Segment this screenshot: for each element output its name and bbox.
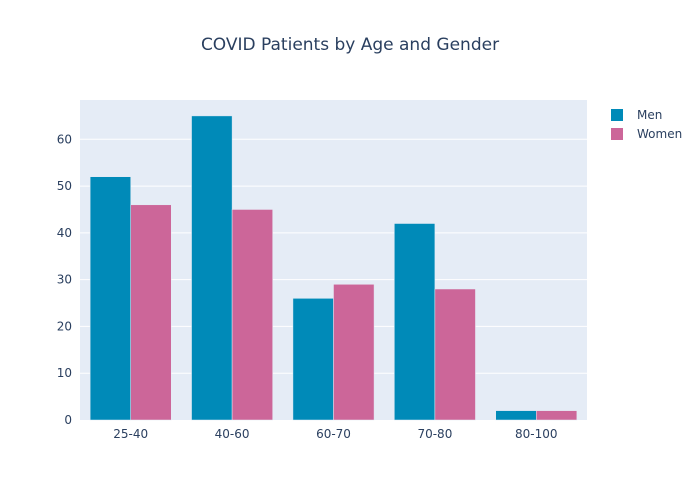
y-tick-label: 30 xyxy=(57,273,72,287)
legend[interactable]: Men Women xyxy=(611,108,682,141)
legend-item-women[interactable]: Women xyxy=(611,127,682,141)
x-tick-label: 80-100 xyxy=(515,427,558,441)
bar-men-70-80[interactable] xyxy=(394,224,435,420)
chart-title: COVID Patients by Age and Gender xyxy=(201,35,499,55)
y-tick-label: 40 xyxy=(57,226,72,240)
bar-women-60-70[interactable] xyxy=(334,284,375,420)
legend-swatch xyxy=(611,109,623,121)
bar-women-25-40[interactable] xyxy=(131,205,172,420)
x-axis-ticks: 25-40 40-60 60-70 70-80 80-100 xyxy=(113,427,557,441)
bar-men-40-60[interactable] xyxy=(192,116,233,420)
x-tick-label: 70-80 xyxy=(417,427,452,441)
y-tick-label: 0 xyxy=(64,413,72,427)
y-tick-label: 60 xyxy=(57,132,72,146)
legend-label: Men xyxy=(637,108,662,122)
x-tick-label: 40-60 xyxy=(215,427,250,441)
bar-men-80-100[interactable] xyxy=(496,411,537,420)
bar-women-80-100[interactable] xyxy=(536,411,577,420)
y-axis-ticks: 0 10 20 30 40 50 60 xyxy=(57,132,72,427)
bar-women-70-80[interactable] xyxy=(435,289,476,420)
y-tick-label: 20 xyxy=(57,319,72,333)
x-tick-label: 60-70 xyxy=(316,427,351,441)
y-tick-label: 50 xyxy=(57,179,72,193)
legend-label: Women xyxy=(637,127,682,141)
legend-item-men[interactable]: Men xyxy=(611,108,662,122)
bar-men-60-70[interactable] xyxy=(293,298,334,420)
y-tick-label: 10 xyxy=(57,366,72,380)
x-tick-label: 25-40 xyxy=(113,427,148,441)
legend-swatch xyxy=(611,128,623,140)
bar-men-25-40[interactable] xyxy=(90,177,131,420)
bar-women-40-60[interactable] xyxy=(232,209,273,420)
